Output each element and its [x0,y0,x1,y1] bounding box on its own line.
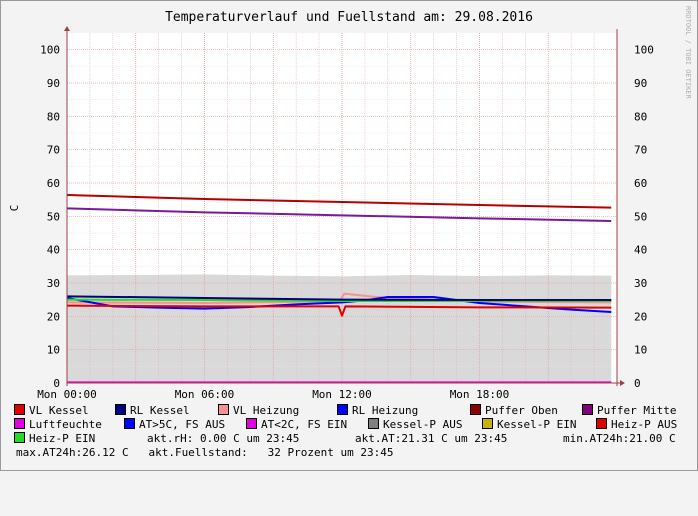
series-line [66,304,612,317]
legend-swatch [115,404,126,415]
legend-label: Heiz-P EIN [29,432,96,445]
y-tick-label-right: 20 [634,310,647,323]
y-tick-label-left: 60 [47,177,60,190]
series-line [66,295,612,301]
at-readout: akt.AT:21.31 C um 23:45 [355,432,508,445]
y-tick-label-left: 20 [47,310,60,323]
y-tick-label-right: 30 [634,277,647,290]
legend-row-1: VL Kessel RL Kessel VL Heizung RL Heizun… [14,404,676,418]
y-tick-label-right: 100 [634,44,654,57]
legend-label: RL Heizung [352,404,419,417]
legend-swatch [368,418,379,429]
legend-label: VL Kessel [29,404,89,417]
legend-label: AT>5C, FS AUS [139,418,226,431]
footer-readout: max.AT24h:26.12 C akt.Fuellstand: 32 Pro… [16,446,394,459]
y-tick-label-right: 40 [634,244,647,257]
x-tick-label: Mon 18:00 [450,388,510,401]
legend-swatch [482,418,493,429]
legend-label: RL Kessel [130,404,190,417]
legend-item: VL Kessel [14,404,89,418]
y-axis-arrow [64,26,70,31]
legend-item: Luftfeuchte [14,418,102,432]
legend-item: Puffer Oben [470,404,558,418]
legend-swatch [470,404,481,415]
series-line [66,207,612,222]
y-tick-label-left: 80 [47,110,60,123]
legend-item: Heiz-P EIN [14,432,95,446]
y-tick-label-right: 0 [634,377,641,390]
legend-swatch [14,418,25,429]
legend-item: RL Kessel [115,404,190,418]
legend-item: Kessel-P EIN [482,418,576,432]
rh-readout: akt.rH: 0.00 C um 23:45 [147,432,300,445]
legend-label: AT<2C, FS EIN [261,418,348,431]
y-tick-label-left: 0 [53,377,60,390]
y-axis-label: C [8,205,21,212]
legend-label: Kessel-P AUS [383,418,463,431]
y-tick-label-right: 80 [634,110,647,123]
legend-row-2: Luftfeuchte AT>5C, FS AUS AT<2C, FS EIN … [14,418,677,432]
legend-item: AT>5C, FS AUS [124,418,225,432]
y-tick-label-right: 50 [634,210,647,223]
y-tick-label-left: 90 [47,77,60,90]
legend-row-3: Heiz-P EIN akt.rH: 0.00 C um 23:45 akt.A… [14,432,676,446]
x-tick-label: Mon 00:00 [37,388,97,401]
x-tick-label: Mon 12:00 [312,388,372,401]
fuellstand-area [67,274,612,383]
y-tick-label-left: 70 [47,144,60,157]
legend-swatch [14,404,25,415]
legend-swatch [582,404,593,415]
legend-swatch [337,404,348,415]
legend-swatch [14,432,25,443]
y-tick-label-right: 70 [634,144,647,157]
y-tick-label-left: 100 [40,44,60,57]
legend-swatch [218,404,229,415]
legend-item: Puffer Mitte [582,404,676,418]
legend-swatch [124,418,135,429]
chart-title: Temperaturverlauf und Fuellstand am: 29.… [165,10,533,25]
series-line [66,194,612,209]
y-tick-label-right: 60 [634,177,647,190]
y-tick-label-right: 90 [634,77,647,90]
legend-item: Kessel-P AUS [368,418,462,432]
y-tick-label-left: 10 [47,344,60,357]
legend-label: Luftfeuchte [29,418,102,431]
legend-label: Heiz-P AUS [611,418,678,431]
chart: 0 0 10 10 20 20 30 30 40 40 50 50 60 60 70 70 80 80 90 90 10… [8,6,692,401]
y-tick-label-left: 50 [47,210,60,223]
legend-label: VL Heizung [233,404,300,417]
y-tick-label-right: 10 [634,344,647,357]
x-axis-arrow [620,380,625,386]
legend-swatch [246,418,257,429]
legend-label: Kessel-P EIN [497,418,577,431]
legend-item: Heiz-P AUS [596,418,677,432]
min-at-readout: min.AT24h:21.00 C [563,432,676,445]
legend-item: VL Heizung [218,404,299,418]
rrdtool-credit: RRDTOOL / TOBI OETIKER [684,6,692,100]
legend-item: RL Heizung [337,404,418,418]
x-tick-label: Mon 06:00 [175,388,235,401]
y-tick-label-left: 40 [47,244,60,257]
legend-label: Puffer Mitte [597,404,677,417]
legend-label: Puffer Oben [485,404,558,417]
legend-item: AT<2C, FS EIN [246,418,347,432]
legend-swatch [596,418,607,429]
y-tick-label-left: 30 [47,277,60,290]
